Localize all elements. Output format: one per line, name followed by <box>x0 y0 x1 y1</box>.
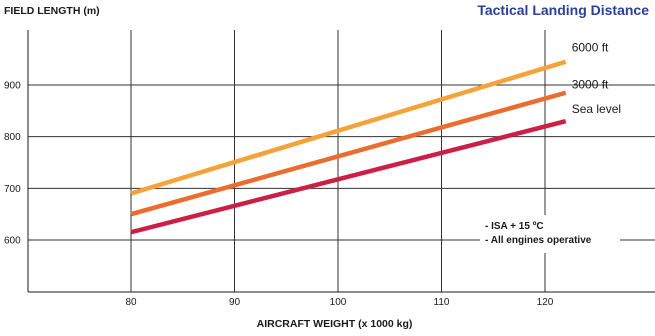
series-label: 6000 ft <box>572 41 609 55</box>
series-label: 3000 ft <box>572 78 609 92</box>
x-tick-label: 120 <box>537 297 554 308</box>
x-tick-label: 100 <box>330 297 347 308</box>
series-layer <box>130 59 567 235</box>
series-label: Sea level <box>572 102 621 116</box>
label-layer: 6000 ft 3000 ft Sea level <box>572 41 621 116</box>
x-axis-title: AIRCRAFT WEIGHT (x 1000 kg) <box>256 318 413 330</box>
note-layer: - ISA + 15 ºC - All engines operative <box>480 215 620 253</box>
x-tick-label: 80 <box>125 297 137 308</box>
y-tick-label: 800 <box>4 132 21 143</box>
tick-layer: 80 90 100 110 120 600 700 800 900 <box>4 80 554 308</box>
series-line <box>130 59 567 196</box>
x-tick-label: 90 <box>229 297 241 308</box>
axis-layer <box>27 30 655 293</box>
series-line <box>130 90 567 217</box>
y-tick-label: 900 <box>4 80 21 91</box>
annotation-isa: - ISA + 15 ºC <box>485 221 544 232</box>
annotation-box-bg <box>480 215 620 253</box>
y-axis-title: FIELD LENGTH (m) <box>4 5 100 17</box>
y-tick-label: 600 <box>4 236 21 247</box>
chart-title: Tactical Landing Distance <box>477 2 649 18</box>
x-tick-label: 110 <box>434 297 450 308</box>
annotation-engines: - All engines operative <box>485 235 592 246</box>
y-tick-label: 700 <box>4 184 21 195</box>
series-line <box>130 118 567 235</box>
